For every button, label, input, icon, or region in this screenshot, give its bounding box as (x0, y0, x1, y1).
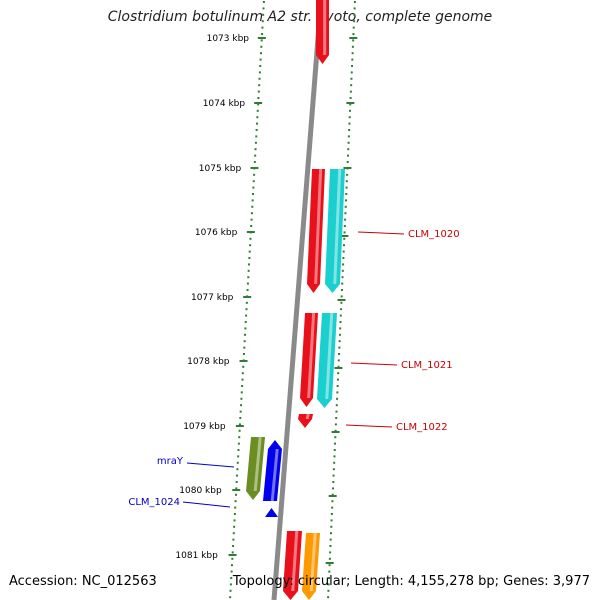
gene-label-leader (345, 424, 393, 428)
scale-labels: 1073 kbp 1074 kbp 1075 kbp 1076 kbp 1077 kbp… (175, 34, 249, 561)
scale-tick-label: 1075 kbp (199, 164, 242, 174)
gene-label[interactable]: CLM_1021 (401, 360, 453, 371)
gene-bottom-red[interactable] (283, 531, 302, 600)
gene-labels: CLM_1020 CLM_1021 CLM_1022 mraY CLM_1024 (128, 229, 459, 508)
scale-tick-label: 1078 kbp (187, 357, 230, 367)
gene-label[interactable]: CLM_1020 (408, 229, 460, 240)
scale-tick-label: 1079 kbp (183, 422, 226, 432)
gene-mray-green[interactable] (246, 437, 265, 500)
inner-tick-ring (228, 1, 266, 599)
gene-label-leader (186, 462, 235, 468)
gene-top-red[interactable] (316, 0, 329, 64)
gene-label-leader (357, 231, 405, 235)
outer-tick-ring (325, 1, 358, 599)
scale-tick-label: 1073 kbp (207, 34, 250, 44)
scale-tick-label: 1076 kbp (195, 228, 238, 238)
scale-tick-label: 1077 kbp (191, 293, 234, 303)
gene-label[interactable]: CLM_1024 (128, 497, 180, 508)
gene-features (246, 0, 345, 600)
map-title: Clostridium botulinum A2 str. Kyoto, com… (107, 9, 493, 25)
scale-tick-label: 1080 kbp (179, 486, 222, 496)
genome-backbone (271, 0, 324, 600)
gene-clm-1021-cyan[interactable] (317, 313, 337, 408)
gene-bottom-orange[interactable] (302, 533, 320, 600)
gene-label[interactable]: mraY (157, 456, 184, 467)
gene-label-leader (350, 362, 398, 366)
scale-tick-label: 1074 kbp (203, 99, 246, 109)
gene-clm-1024-blue[interactable] (263, 508, 278, 517)
gene-label-leader (182, 501, 231, 508)
genome-summary-text: Topology: circular; Length: 4,155,278 bp… (232, 574, 590, 589)
gene-clm-1021-red[interactable] (300, 313, 318, 407)
gene-clm-1020-red[interactable] (307, 169, 325, 293)
gene-clm-1020-cyan[interactable] (325, 169, 345, 293)
accession-text: Accession: NC_012563 (9, 574, 157, 589)
gene-label[interactable]: CLM_1022 (396, 422, 448, 433)
gene-clm-1022-red[interactable] (298, 414, 313, 428)
gene-mray-blue[interactable] (263, 440, 282, 501)
scale-tick-label: 1081 kbp (175, 551, 218, 561)
